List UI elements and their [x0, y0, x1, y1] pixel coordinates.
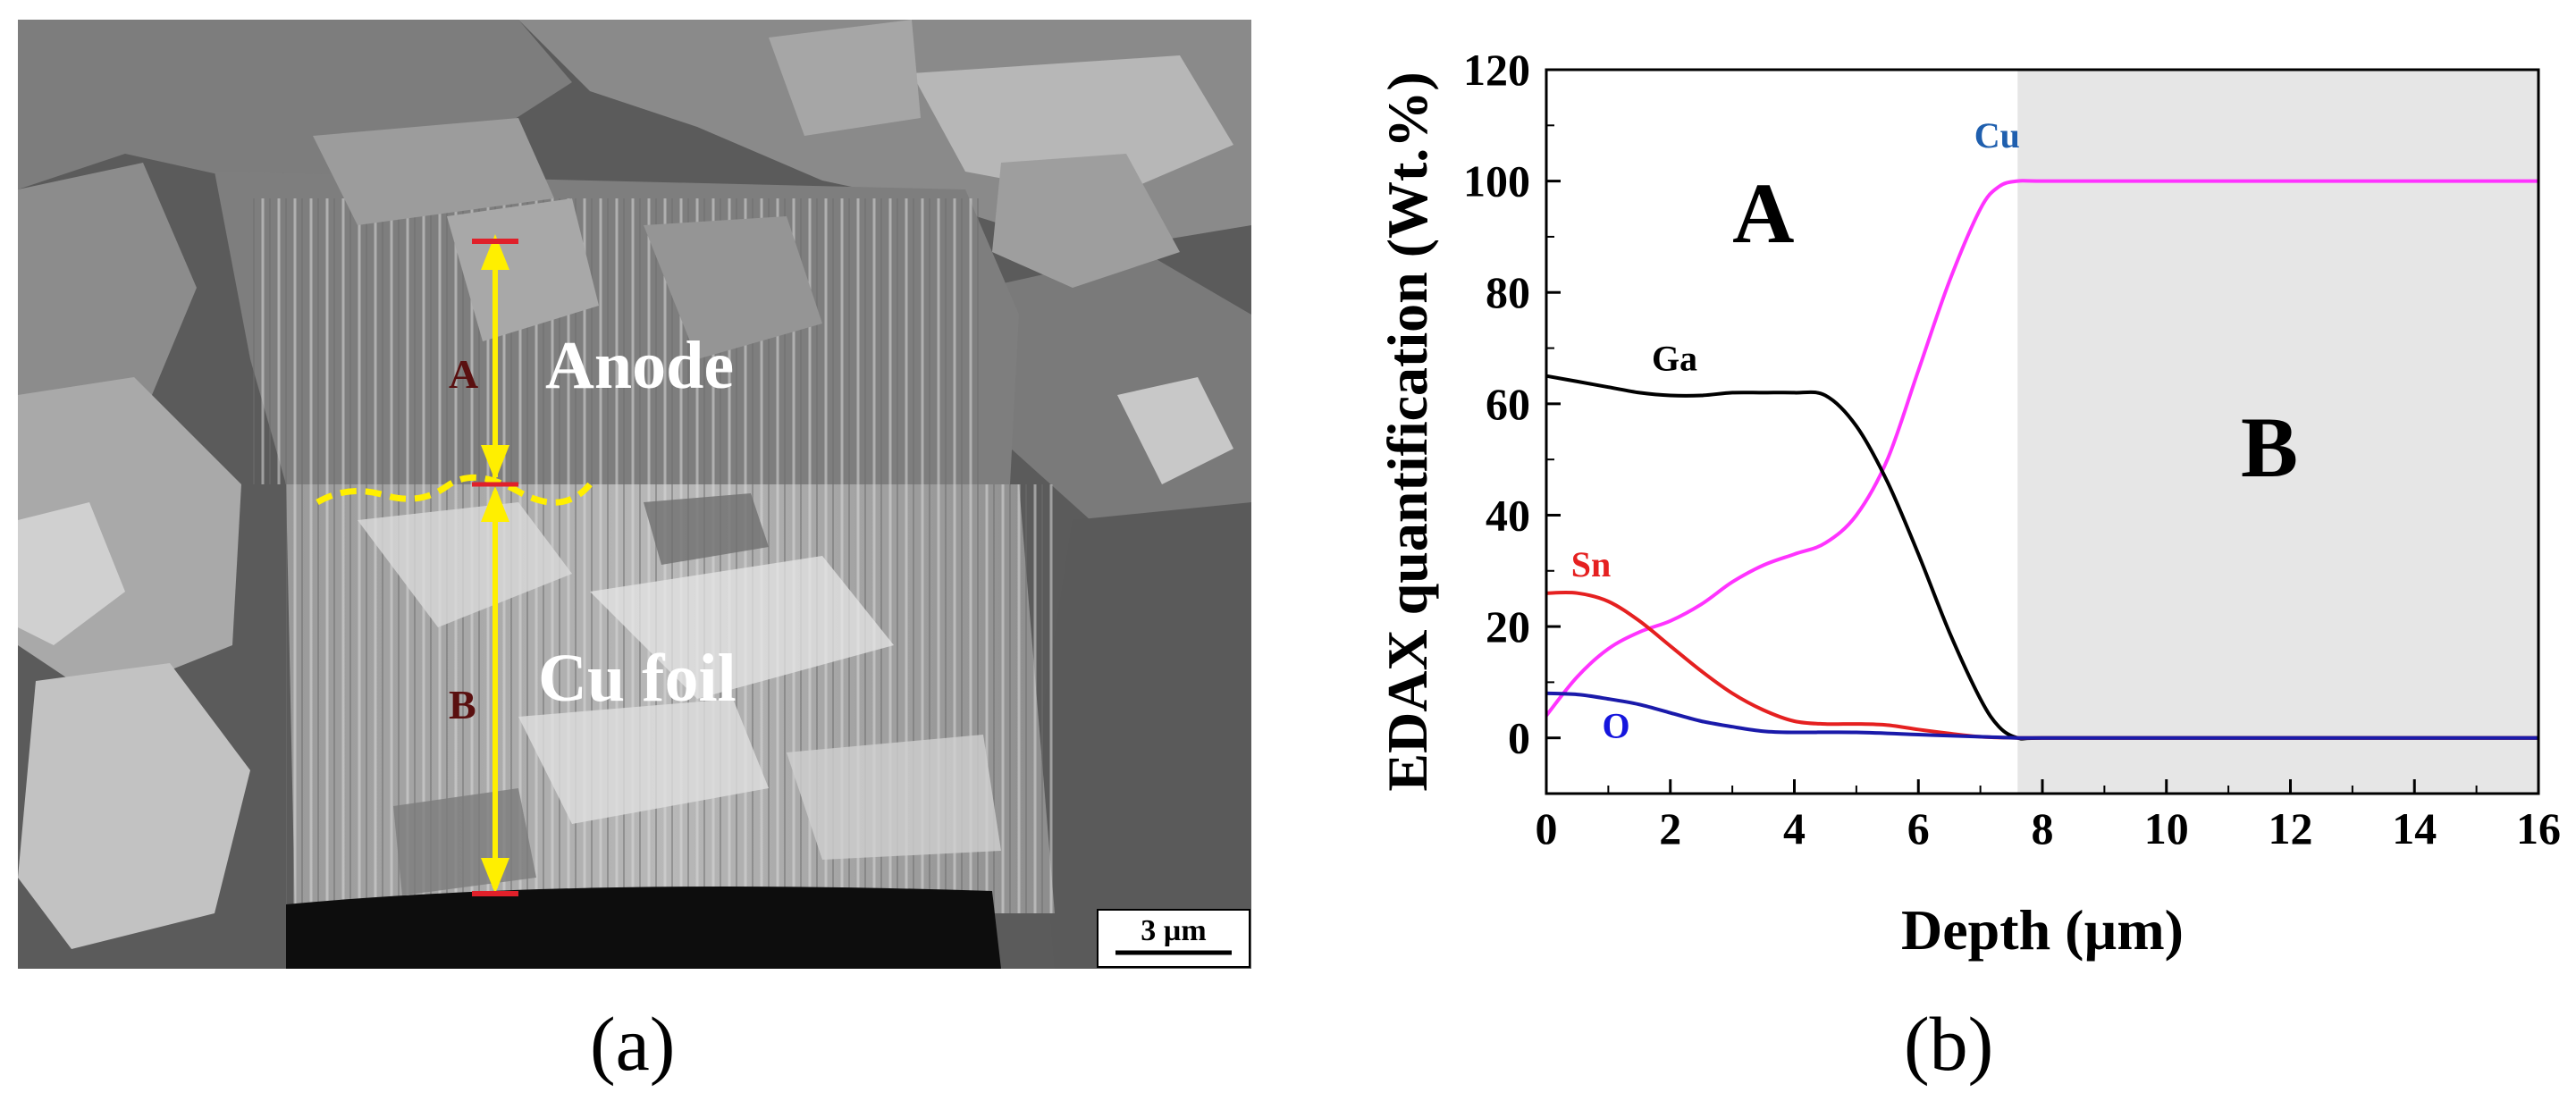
y-tick-label: 20 — [1486, 601, 1530, 651]
x-tick-label: 16 — [2516, 803, 2561, 853]
x-tick-label: 0 — [1536, 803, 1558, 853]
region-a-label: A — [1732, 165, 1794, 261]
series-label-o: O — [1602, 706, 1629, 746]
y-tick-label: 60 — [1486, 379, 1530, 429]
panel-b-caption: (b) — [1904, 1001, 1994, 1087]
series-label-cu: Cu — [1974, 115, 2020, 155]
series-line-o — [1545, 691, 2538, 740]
x-tick-label: 6 — [1907, 803, 1930, 853]
x-tick-label: 4 — [1783, 803, 1806, 853]
y-tick-label: 0 — [1508, 713, 1530, 763]
series-label-ga: Ga — [1652, 338, 1697, 378]
x-tick-label: 8 — [2032, 803, 2054, 853]
x-tick-label: 2 — [1659, 803, 1681, 853]
x-axis-title: Depth (µm) — [1901, 898, 2184, 962]
series-label-sn: Sn — [1571, 544, 1612, 584]
sem-image: A B Anode Cu foil 3 µm — [18, 20, 1251, 969]
x-tick-label: 10 — [2144, 803, 2189, 853]
y-tick-label: 80 — [1486, 267, 1530, 317]
anode-label: Anode — [545, 328, 734, 403]
y-tick-label: 120 — [1463, 45, 1530, 95]
panel-a-caption: (a) — [590, 1001, 676, 1087]
y-tick-label: 100 — [1463, 156, 1530, 206]
anode-foil-boundary — [316, 474, 593, 506]
x-tick-label: 14 — [2392, 803, 2437, 853]
y-axis-title: EDAX quantification (Wt.%) — [1376, 71, 1439, 791]
region-b-label: B — [2241, 399, 2298, 495]
thickness-arrows — [472, 234, 518, 896]
y-tick-label: 40 — [1486, 490, 1530, 540]
x-tick-label: 12 — [2269, 803, 2313, 853]
series-line-cu — [1545, 179, 2538, 718]
scale-bar-label: 3 µm — [1141, 914, 1206, 947]
marker-b-label: B — [449, 682, 476, 727]
sem-artwork: A B Anode Cu foil 3 µm — [18, 20, 1251, 969]
scale-bar: 3 µm — [1097, 909, 1250, 968]
shaded-region-b — [2017, 70, 2538, 794]
marker-a-label: A — [449, 351, 478, 397]
cu-foil-label: Cu foil — [538, 641, 737, 716]
